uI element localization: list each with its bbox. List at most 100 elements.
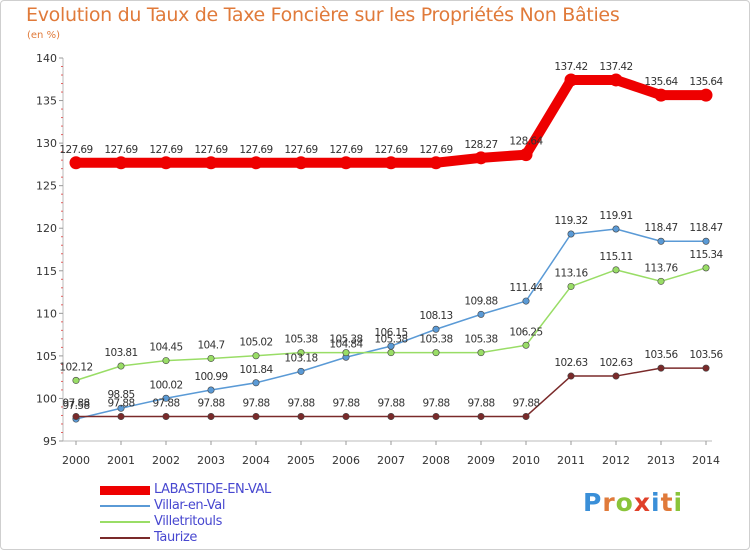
- data-label: 115.11: [599, 251, 632, 263]
- data-label: 127.69: [284, 144, 317, 156]
- data-label: 137.42: [599, 61, 632, 73]
- data-label: 98.85: [107, 389, 134, 401]
- data-label: 104.84: [329, 338, 363, 350]
- legend-label: LABASTIDE-EN-VAL: [154, 482, 271, 497]
- legend-label: Villetritouls: [154, 514, 222, 529]
- data-point: [477, 349, 485, 357]
- legend-swatch: [100, 505, 150, 507]
- data-point: [702, 237, 710, 245]
- data-point: [522, 297, 530, 305]
- data-point: [117, 412, 125, 420]
- data-point: [477, 412, 485, 420]
- data-label: 127.69: [194, 144, 227, 156]
- data-label: 135.64: [689, 76, 723, 88]
- data-point: [69, 156, 83, 170]
- data-label: 118.47: [689, 222, 722, 234]
- data-point: [702, 264, 710, 272]
- data-point: [477, 310, 485, 318]
- chart-title: Evolution du Taux de Taxe Foncière sur l…: [26, 4, 620, 26]
- x-tick-label: 2009: [467, 454, 495, 467]
- data-point: [432, 325, 440, 333]
- data-label: 127.69: [239, 144, 272, 156]
- data-point: [252, 412, 260, 420]
- x-tick-label: 2011: [557, 454, 585, 467]
- data-point: [699, 88, 713, 102]
- legend-label: Villar-en-Val: [154, 498, 226, 513]
- data-label: 119.32: [554, 215, 587, 227]
- data-label: 127.69: [329, 144, 362, 156]
- data-point: [297, 367, 305, 375]
- x-tick-label: 2012: [602, 454, 630, 467]
- data-point: [207, 412, 215, 420]
- x-tick-label: 2010: [512, 454, 540, 467]
- data-point: [72, 412, 80, 420]
- data-label: 127.69: [59, 144, 92, 156]
- data-point: [567, 230, 575, 238]
- data-point: [657, 277, 665, 285]
- data-point: [474, 151, 488, 165]
- data-point: [159, 156, 173, 170]
- x-tick-label: 2002: [152, 454, 180, 467]
- logo-letter: i: [673, 488, 684, 517]
- data-label: 103.18: [284, 352, 317, 364]
- data-label: 127.69: [149, 144, 182, 156]
- data-label: 97.88: [422, 397, 449, 409]
- x-tick-label: 2001: [107, 454, 135, 467]
- data-label: 104.7: [197, 339, 224, 351]
- data-label: 127.69: [104, 144, 137, 156]
- data-label: 103.56: [689, 349, 723, 361]
- x-tick-label: 2007: [377, 454, 405, 467]
- x-tick-label: 2004: [242, 454, 270, 467]
- data-label: 97.88: [107, 397, 134, 409]
- x-tick-label: 2008: [422, 454, 450, 467]
- data-point: [339, 156, 353, 170]
- data-label: 105.38: [374, 334, 407, 346]
- data-label: 109.88: [464, 295, 497, 307]
- data-point: [342, 349, 350, 357]
- data-point: [249, 156, 263, 170]
- data-label: 101.84: [239, 364, 273, 376]
- data-point: [297, 412, 305, 420]
- data-point: [702, 364, 710, 372]
- data-label: 97.88: [512, 397, 539, 409]
- y-tick-label: 110: [36, 307, 57, 320]
- x-tick-label: 2006: [332, 454, 360, 467]
- x-tick-label: 2000: [62, 454, 90, 467]
- data-label: 128.64: [509, 136, 543, 148]
- data-label: 113.16: [554, 267, 588, 279]
- data-point: [204, 156, 218, 170]
- data-label: 115.34: [689, 249, 723, 261]
- data-label: 97.88: [152, 397, 179, 409]
- data-point: [294, 156, 308, 170]
- data-point: [612, 266, 620, 274]
- data-label: 119.91: [599, 210, 632, 222]
- data-point: [654, 88, 668, 102]
- data-point: [387, 412, 395, 420]
- data-label: 97.88: [242, 397, 269, 409]
- data-label: 108.13: [419, 310, 452, 322]
- data-point: [432, 412, 440, 420]
- x-tick-label: 2003: [197, 454, 225, 467]
- legend-swatch: [100, 486, 150, 495]
- data-label: 97.88: [377, 397, 404, 409]
- data-label: 97.88: [62, 397, 89, 409]
- data-point: [612, 372, 620, 380]
- data-point: [162, 357, 170, 365]
- legend-swatch: [100, 521, 150, 523]
- data-point: [252, 352, 260, 360]
- data-point: [297, 349, 305, 357]
- data-label: 102.63: [599, 357, 632, 369]
- data-label: 111.44: [509, 282, 543, 294]
- data-point: [612, 225, 620, 233]
- data-label: 137.42: [554, 61, 587, 73]
- y-axis-unit: (en %): [27, 30, 60, 41]
- data-label: 105.38: [419, 334, 452, 346]
- data-point: [387, 349, 395, 357]
- logo-letter: P: [583, 488, 603, 517]
- y-tick-label: 100: [36, 392, 57, 405]
- x-tick-label: 2014: [692, 454, 720, 467]
- data-point: [567, 282, 575, 290]
- data-point: [564, 73, 578, 87]
- data-label: 106.25: [509, 326, 542, 338]
- data-label: 135.64: [644, 76, 678, 88]
